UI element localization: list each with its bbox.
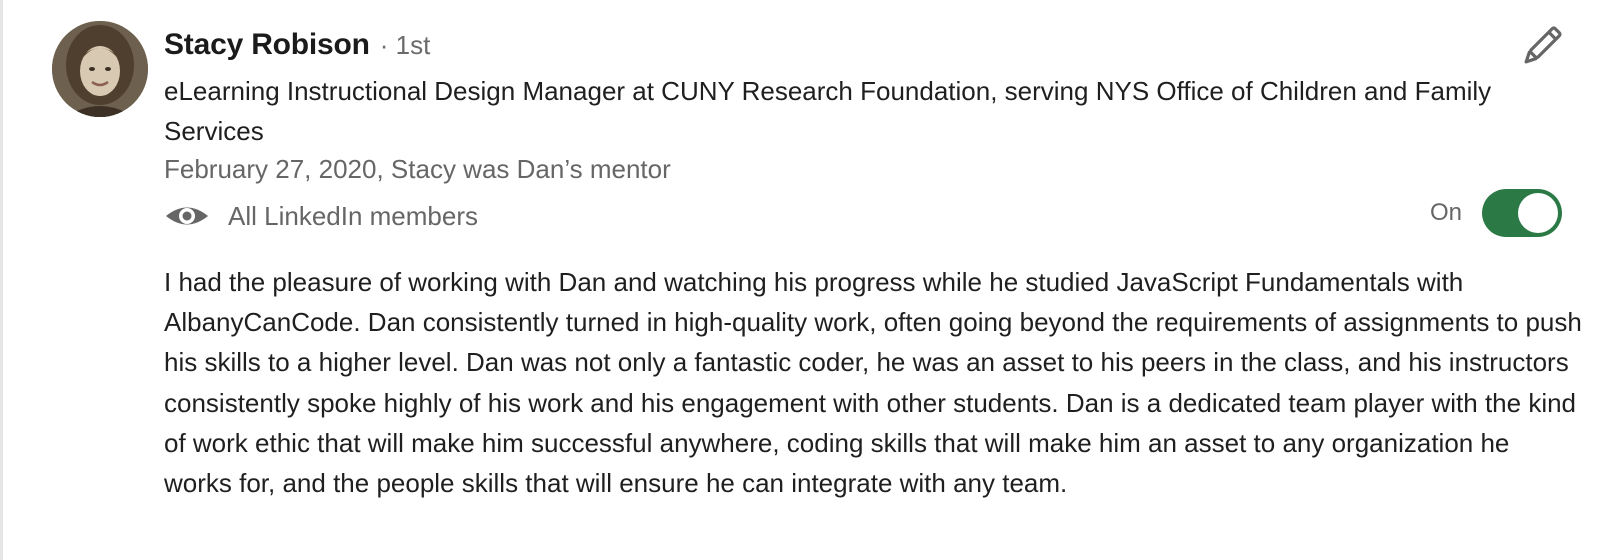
avatar-photo-icon bbox=[52, 21, 148, 117]
recommendation-text: I had the pleasure of working with Dan a… bbox=[164, 267, 1582, 499]
connection-degree: · 1st bbox=[379, 30, 431, 60]
eye-icon bbox=[166, 207, 208, 225]
author-avatar[interactable] bbox=[52, 21, 148, 117]
recommendation-date-relationship: February 27, 2020, Stacy was Dan’s mento… bbox=[164, 154, 671, 184]
author-name-row: Stacy Robison · 1st bbox=[164, 28, 430, 68]
edit-button[interactable] bbox=[1516, 22, 1566, 72]
show-recommendation-toggle-group: On bbox=[1430, 188, 1563, 238]
visibility-label: All LinkedIn members bbox=[228, 200, 478, 231]
show-recommendation-toggle[interactable] bbox=[1482, 189, 1563, 237]
author-headline: eLearning Instructional Design Manager a… bbox=[164, 76, 1492, 146]
author-name[interactable]: Stacy Robison bbox=[164, 28, 370, 61]
toggle-state-label: On bbox=[1430, 199, 1463, 226]
pencil-icon bbox=[1524, 26, 1562, 64]
toggle-knob bbox=[1518, 193, 1559, 233]
left-border bbox=[0, 0, 3, 560]
visibility-row: All LinkedIn members bbox=[164, 196, 478, 236]
